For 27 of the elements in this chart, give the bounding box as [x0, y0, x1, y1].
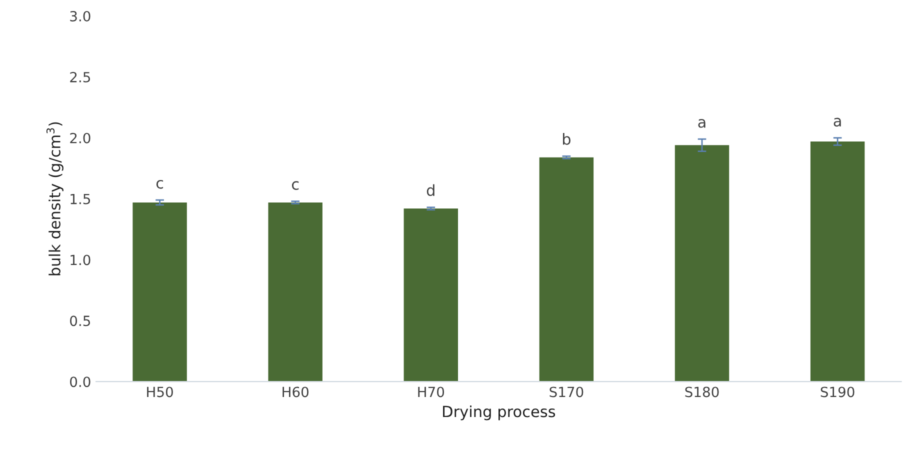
bar: [132, 202, 187, 382]
annotation: d: [426, 184, 434, 196]
annotation: b: [562, 133, 570, 145]
y-tick-label: 2.5: [70, 72, 90, 82]
x-tick-label: H50: [147, 386, 173, 398]
x-tick-label: H60: [282, 386, 308, 398]
bar: [810, 142, 865, 382]
annotation: c: [292, 181, 299, 190]
x-axis-title: Drying process: [443, 405, 556, 420]
y-tick-label: 3.0: [70, 10, 90, 22]
x-tick-label: S170: [550, 386, 584, 398]
bar: [268, 202, 322, 382]
x-tick-label: H70: [418, 386, 444, 398]
annotation: c: [156, 180, 164, 189]
annotation: a: [834, 118, 841, 127]
bar: [539, 157, 594, 382]
y-tick-label: 0.5: [70, 316, 90, 326]
bar: [674, 145, 730, 382]
y-tick-label: 2.0: [70, 132, 90, 144]
x-tick-label: S180: [685, 386, 719, 398]
bar: [404, 208, 458, 382]
y-axis-title: bulk density (g/cm$^{3}$): [46, 122, 64, 276]
y-tick-label: 1.5: [70, 194, 90, 204]
y-tick-label: 0.0: [70, 376, 90, 388]
x-tick-label: S190: [820, 386, 854, 398]
y-tick-label: 1.0: [70, 254, 90, 266]
annotation: a: [698, 119, 706, 128]
